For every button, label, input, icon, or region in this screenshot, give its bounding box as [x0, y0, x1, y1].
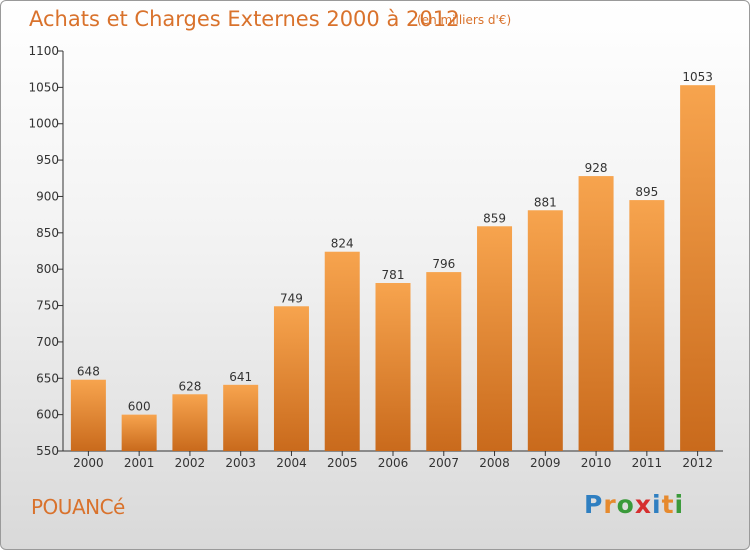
- y-tick-label: 850: [36, 226, 59, 240]
- y-tick-label: 550: [36, 444, 59, 458]
- bar: [223, 384, 259, 451]
- bar: [527, 210, 563, 451]
- bar-value-label: 895: [635, 185, 658, 199]
- x-tick-label: 2004: [276, 456, 307, 470]
- chart-title: Achats et Charges Externes 2000 à 2012: [29, 7, 460, 31]
- x-tick-label: 2001: [124, 456, 155, 470]
- bar-value-label: 749: [280, 291, 303, 305]
- y-tick-label: 600: [36, 408, 59, 422]
- bar: [172, 394, 208, 451]
- bar: [629, 200, 665, 451]
- y-tick-label: 750: [36, 299, 59, 313]
- bar: [70, 379, 106, 451]
- logo-letter: P: [584, 490, 604, 519]
- bar: [426, 272, 462, 451]
- bar-value-label: 600: [128, 400, 151, 414]
- bar-value-label: 648: [77, 365, 100, 379]
- bar-value-label: 641: [229, 370, 252, 384]
- x-tick-label: 2011: [632, 456, 663, 470]
- x-tick-label: 2003: [225, 456, 256, 470]
- bar: [121, 414, 157, 451]
- bar-value-label: 881: [534, 195, 557, 209]
- logo-letter: t: [661, 490, 675, 519]
- y-tick-label: 1050: [28, 80, 59, 94]
- commune-name: POUANCé: [31, 495, 125, 519]
- logo-letter: o: [616, 490, 635, 519]
- bar: [324, 251, 360, 451]
- proxiti-logo: Proxiti: [584, 490, 684, 519]
- y-tick-label: 1100: [28, 44, 59, 58]
- x-tick-label: 2009: [530, 456, 561, 470]
- bar-value-label: 628: [178, 379, 201, 393]
- bar-value-label: 859: [483, 211, 506, 225]
- x-tick-label: 2002: [175, 456, 206, 470]
- x-tick-label: 2007: [428, 456, 459, 470]
- bar: [477, 226, 513, 451]
- chart-subtitle: (en milliers d'€): [417, 13, 512, 27]
- y-tick-label: 900: [36, 189, 59, 203]
- bar: [273, 306, 309, 451]
- logo-letter: i: [674, 490, 685, 519]
- bar: [578, 176, 614, 451]
- y-tick-label: 650: [36, 371, 59, 385]
- bar-value-label: 796: [432, 257, 455, 271]
- y-tick-label: 1000: [28, 117, 59, 131]
- x-tick-label: 2012: [682, 456, 713, 470]
- chart-bars: 648 600 628 641 749 824 781 796 859 881 928 895 1053: [70, 70, 716, 451]
- x-tick-label: 2005: [327, 456, 358, 470]
- bar: [680, 85, 716, 451]
- y-tick-label: 800: [36, 262, 59, 276]
- logo-letter: i: [652, 490, 662, 519]
- chart-axes: 550 600 650 700 750 800 850 900 950 1000 1050 1100 2…: [28, 44, 723, 470]
- bar: [375, 283, 411, 451]
- logo-letter: r: [603, 490, 617, 519]
- x-tick-label: 2000: [73, 456, 104, 470]
- y-tick-label: 950: [36, 153, 59, 167]
- bar-value-label: 824: [331, 237, 354, 251]
- bar-value-label: 928: [585, 161, 608, 175]
- x-tick-label: 2006: [378, 456, 409, 470]
- bar-value-label: 1053: [682, 70, 713, 84]
- y-tick-label: 700: [36, 335, 59, 349]
- logo-letter: x: [634, 490, 652, 519]
- x-tick-label: 2010: [581, 456, 612, 470]
- bar-value-label: 781: [382, 268, 405, 282]
- x-tick-label: 2008: [479, 456, 510, 470]
